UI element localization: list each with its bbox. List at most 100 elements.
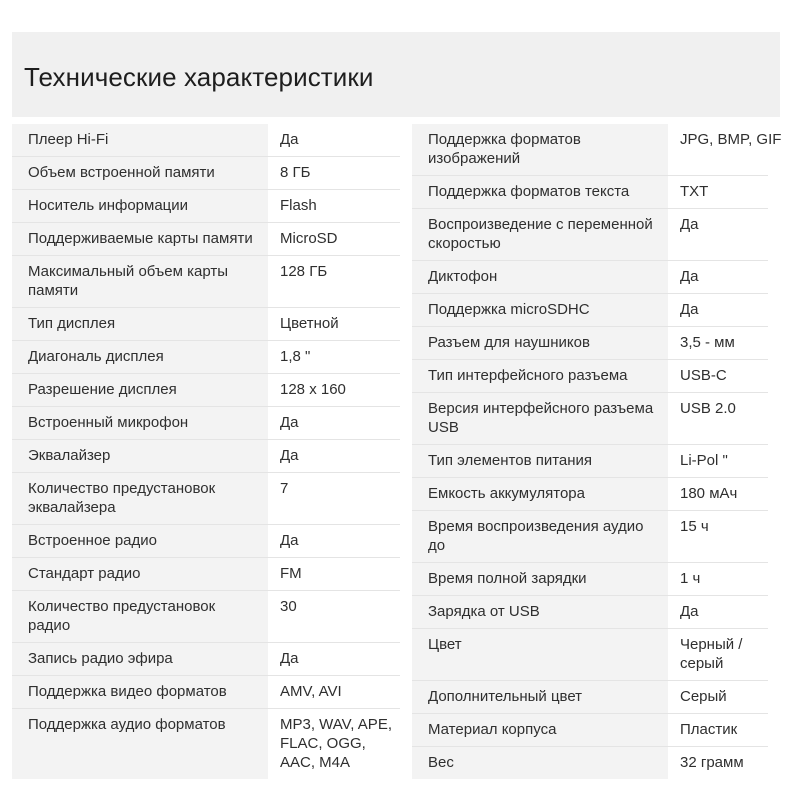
spec-label: Встроенный микрофон	[12, 407, 268, 439]
spec-value: USB 2.0	[680, 400, 736, 417]
spec-row: Эквалайзер Да	[12, 440, 400, 473]
spec-label: Количество предустановок эквалайзера	[12, 473, 268, 524]
spec-row: Поддержка видео форматов AMV, AVI	[12, 676, 400, 709]
spec-label: Встроенное радио	[12, 525, 268, 557]
spec-value: 15 ч	[680, 518, 709, 535]
spec-label: Поддержка microSDHC	[412, 294, 668, 326]
spec-label: Поддержка форматов текста	[412, 176, 668, 208]
spec-row: Разрешение дисплея 128 x 160	[12, 374, 400, 407]
spec-row: Цвет Черный / серый	[412, 629, 768, 681]
spec-value: 8 ГБ	[280, 164, 311, 181]
spec-value: 7	[280, 480, 289, 497]
spec-value: Да	[680, 301, 699, 318]
spec-value: Цветной	[280, 315, 339, 332]
spec-row: Время воспроизведения аудио до 15 ч	[412, 511, 768, 563]
spec-label: Количество предустановок радио	[12, 591, 268, 642]
spec-value: Серый	[680, 688, 727, 705]
spec-value: 128 ГБ	[280, 263, 328, 280]
spec-label: Версия интерфейсного разъема USB	[412, 393, 668, 444]
spec-label: Цвет	[412, 629, 668, 680]
spec-value: Да	[280, 532, 299, 549]
spec-label: Тип элементов питания	[412, 445, 668, 477]
spec-value: Flash	[280, 197, 317, 214]
spec-row: Объем встроенной памяти 8 ГБ	[12, 157, 400, 190]
spec-label: Плеер Hi-Fi	[12, 124, 268, 156]
spec-label: Время воспроизведения аудио до	[412, 511, 668, 562]
spec-label: Эквалайзер	[12, 440, 268, 472]
spec-row: Поддержка аудио форматов MP3, WAV, APE, F…	[12, 709, 400, 779]
spec-row: Плеер Hi-Fi Да	[12, 124, 400, 157]
spec-label: Стандарт радио	[12, 558, 268, 590]
spec-row: Воспроизведение с переменной скоростью Да	[412, 209, 768, 261]
spec-label: Емкость аккумулятора	[412, 478, 668, 510]
spec-value: TXT	[680, 183, 709, 200]
spec-value: 3,5 - мм	[680, 334, 735, 351]
spec-value: Да	[280, 131, 299, 148]
specs-table-right: Поддержка форматов изображений JPG, BMP, …	[412, 124, 782, 779]
spec-label: Материал корпуса	[412, 714, 668, 746]
section-header: Технические характеристики	[12, 32, 780, 117]
spec-row: Стандарт радио FM	[12, 558, 400, 591]
spec-row: Тип элементов питания Li-Pol "	[412, 445, 768, 478]
spec-label: Максимальный объем карты памяти	[12, 256, 268, 307]
spec-value: FM	[280, 565, 302, 582]
spec-value: Да	[680, 268, 699, 285]
spec-value: 128 x 160	[280, 381, 346, 398]
spec-value: MP3, WAV, APE, FLAC, OGG, AAC, M4A	[280, 716, 392, 771]
spec-row: Емкость аккумулятора 180 мАч	[412, 478, 768, 511]
spec-label: Диктофон	[412, 261, 668, 293]
spec-row: Вес 32 грамм	[412, 747, 768, 779]
spec-row: Количество предустановок радио 30	[12, 591, 400, 643]
spec-value: Да	[680, 216, 699, 233]
spec-label: Тип интерфейсного разъема	[412, 360, 668, 392]
spec-row: Носитель информации Flash	[12, 190, 400, 223]
spec-row: Разъем для наушников 3,5 - мм	[412, 327, 768, 360]
spec-value: USB-C	[680, 367, 727, 384]
spec-label: Запись радио эфира	[12, 643, 268, 675]
spec-value: 1,8 "	[280, 348, 311, 365]
spec-value: Да	[280, 650, 299, 667]
spec-label: Зарядка от USB	[412, 596, 668, 628]
spec-row: Встроенный микрофон Да	[12, 407, 400, 440]
spec-value: Да	[280, 447, 299, 464]
spec-value: 30	[280, 598, 297, 615]
spec-value: 180 мАч	[680, 485, 738, 502]
spec-label: Поддержка аудио форматов	[12, 709, 268, 779]
spec-row: Диагональ дисплея 1,8 "	[12, 341, 400, 374]
spec-label: Воспроизведение с переменной скоростью	[412, 209, 668, 260]
spec-row: Максимальный объем карты памяти 128 ГБ	[12, 256, 400, 308]
spec-row: Тип интерфейсного разъема USB-C	[412, 360, 768, 393]
spec-row: Тип дисплея Цветной	[12, 308, 400, 341]
spec-label: Объем встроенной памяти	[12, 157, 268, 189]
spec-value: JPG, BMP, GIF	[680, 131, 782, 148]
spec-value: Черный / серый	[680, 636, 743, 672]
spec-value: MicroSD	[280, 230, 338, 247]
spec-value: 32 грамм	[680, 754, 744, 771]
spec-value: Да	[680, 603, 699, 620]
spec-label: Разъем для наушников	[412, 327, 668, 359]
spec-row: Количество предустановок эквалайзера 7	[12, 473, 400, 525]
spec-row: Материал корпуса Пластик	[412, 714, 768, 747]
spec-value: 1 ч	[680, 570, 701, 587]
spec-value: Да	[280, 414, 299, 431]
spec-label: Дополнительный цвет	[412, 681, 668, 713]
spec-row: Зарядка от USB Да	[412, 596, 768, 629]
spec-label: Разрешение дисплея	[12, 374, 268, 406]
spec-label: Вес	[412, 747, 668, 779]
spec-label: Носитель информации	[12, 190, 268, 222]
page-title: Технические характеристики	[24, 62, 374, 92]
spec-row: Поддержка форматов текста TXT	[412, 176, 768, 209]
spec-label: Поддерживаемые карты памяти	[12, 223, 268, 255]
spec-label: Время полной зарядки	[412, 563, 668, 595]
spec-label: Диагональ дисплея	[12, 341, 268, 373]
spec-row: Дополнительный цвет Серый	[412, 681, 768, 714]
spec-row: Версия интерфейсного разъема USB USB 2.0	[412, 393, 768, 445]
spec-row: Поддержка форматов изображений JPG, BMP, …	[412, 124, 782, 176]
spec-row: Поддержка microSDHC Да	[412, 294, 768, 327]
spec-row: Запись радио эфира Да	[12, 643, 400, 676]
spec-value: AMV, AVI	[280, 683, 342, 700]
spec-label: Тип дисплея	[12, 308, 268, 340]
spec-row: Поддерживаемые карты памяти MicroSD	[12, 223, 400, 256]
specs-table-left: Плеер Hi-Fi Да Объем встроенной памяти 8 ГБ…	[12, 124, 400, 779]
spec-label: Поддержка форматов изображений	[412, 124, 668, 175]
